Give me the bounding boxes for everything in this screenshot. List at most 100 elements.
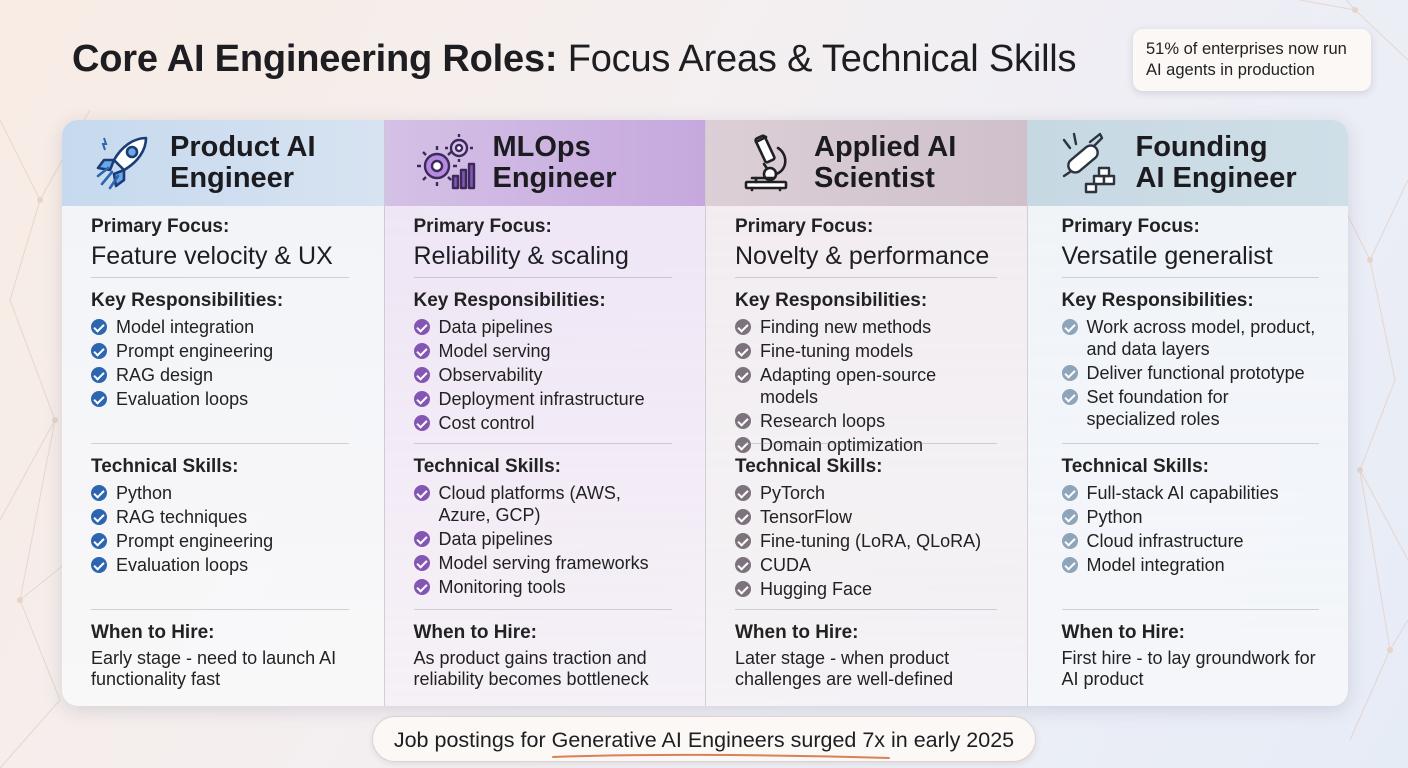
list-item-text: Python <box>1086 507 1143 527</box>
hire-value: First hire - to lay groundwork for AI pr… <box>1061 648 1316 689</box>
role-column-product-ai: Product AI Engineer Primary Focus: Featu… <box>62 120 384 706</box>
check-icon <box>735 533 751 549</box>
check-icon <box>735 343 751 359</box>
list-item: Fine-tuning models <box>735 340 997 362</box>
list-item: Model serving frameworks <box>413 552 676 574</box>
role-title-line2: Engineer <box>492 162 617 194</box>
role-title-line2: Scientist <box>814 162 935 194</box>
check-icon <box>413 579 430 595</box>
check-icon <box>735 413 751 429</box>
check-icon <box>91 557 107 573</box>
list-item: Deployment infrastructure <box>413 388 676 410</box>
role-title-line2: AI Engineer <box>1135 162 1297 194</box>
list-item: Work across model, product, and data lay… <box>1061 316 1319 360</box>
list-item-text: Deployment infrastructure <box>438 389 645 409</box>
list-item: Domain optimization <box>735 434 997 456</box>
list-item: Data pipelines <box>413 316 676 338</box>
list-item: Set foundation for specialized roles <box>1061 386 1319 430</box>
primary-focus-label: Primary Focus: <box>91 216 230 237</box>
hire-value: Later stage - when product challenges ar… <box>735 648 954 689</box>
list-item-text: Fine-tuning models <box>760 341 914 361</box>
list-item-text: Model serving <box>438 341 551 361</box>
skills-label: Technical Skills: <box>1061 456 1209 477</box>
list-item: Python <box>91 482 354 504</box>
check-icon <box>413 367 430 383</box>
list-item-text: Prompt engineering <box>116 341 274 361</box>
skills-label: Technical Skills: <box>735 456 883 477</box>
divider <box>91 609 349 610</box>
check-icon <box>735 581 751 597</box>
list-item: Model integration <box>91 316 354 338</box>
responsibilities-section: Key Responsibilities: Model integration … <box>91 290 354 412</box>
check-icon <box>735 509 751 525</box>
list-item: TensorFlow <box>735 506 997 528</box>
list-item-text: Work across model, product, and data lay… <box>1086 317 1316 359</box>
responsibilities-section: Key Responsibilities: Data pipelines Mod… <box>413 290 676 436</box>
hire-label: When to Hire: <box>91 622 215 643</box>
check-icon <box>1061 485 1078 501</box>
check-icon <box>413 319 430 335</box>
responsibilities-list: Data pipelines Model serving Observabili… <box>413 316 676 434</box>
skills-label: Technical Skills: <box>91 456 239 477</box>
list-item: Cloud infrastructure <box>1061 530 1319 552</box>
list-item-text: RAG techniques <box>116 507 248 527</box>
list-item-text: Finding new methods <box>760 317 932 337</box>
list-item-text: Adapting open-source models <box>760 365 937 407</box>
list-item-text: Cloud platforms (AWS, Azure, GCP) <box>438 483 621 525</box>
list-item: Adapting open-source models <box>735 364 997 408</box>
check-icon <box>1061 319 1078 335</box>
check-icon <box>413 531 430 547</box>
list-item-text: Set foundation for specialized roles <box>1086 387 1229 429</box>
divider <box>413 443 672 444</box>
hire-section: When to Hire: As product gains traction … <box>414 622 676 690</box>
check-icon <box>735 319 751 335</box>
list-item-text: Monitoring tools <box>438 577 566 597</box>
skills-section: Technical Skills: Cloud platforms (AWS, … <box>413 456 676 600</box>
list-item-text: Research loops <box>760 411 886 431</box>
list-item: Cost control <box>413 412 676 434</box>
list-item: Finding new methods <box>735 316 997 338</box>
list-item: Monitoring tools <box>413 576 676 598</box>
list-item: RAG design <box>91 364 354 386</box>
stat-callout: 51% of enterprises now run AI agents in … <box>1133 29 1371 91</box>
role-column-applied-ai: Applied AI Scientist Primary Focus: Nove… <box>705 120 1027 706</box>
list-item: Hugging Face <box>735 578 997 600</box>
role-title: Product AI Engineer <box>170 132 316 194</box>
list-item: Prompt engineering <box>91 530 354 552</box>
primary-focus-section: Primary Focus: Feature velocity & UX <box>91 216 354 271</box>
role-header: Product AI Engineer <box>62 120 384 206</box>
hire-label: When to Hire: <box>735 622 859 643</box>
list-item-text: Python <box>116 483 173 503</box>
list-item: Observability <box>413 364 676 386</box>
skills-section: Technical Skills: PyTorch TensorFlow Fin… <box>735 456 997 602</box>
role-header: Founding AI Engineer <box>1027 120 1348 206</box>
role-title-line1: Product AI <box>170 131 316 163</box>
list-item: CUDA <box>735 554 997 576</box>
list-item: Data pipelines <box>413 528 676 550</box>
skills-section: Technical Skills: Python RAG techniques … <box>91 456 354 578</box>
primary-focus-label: Primary Focus: <box>735 216 874 237</box>
footer-callout: Job postings for Generative AI Engineers… <box>372 716 1036 762</box>
check-icon <box>413 343 430 359</box>
hire-section: When to Hire: Later stage - when product… <box>735 622 997 690</box>
check-icon <box>91 509 107 525</box>
check-icon <box>91 485 107 501</box>
list-item-text: Cloud infrastructure <box>1086 531 1244 551</box>
primary-focus-section: Primary Focus: Novelty & performance <box>735 216 997 271</box>
list-item: Cloud platforms (AWS, Azure, GCP) <box>413 482 676 526</box>
primary-focus-label: Primary Focus: <box>1061 216 1200 237</box>
divider <box>91 277 349 278</box>
check-icon <box>1061 533 1078 549</box>
responsibilities-list: Work across model, product, and data lay… <box>1061 316 1319 430</box>
responsibilities-label: Key Responsibilities: <box>1061 290 1254 311</box>
skills-list: Cloud platforms (AWS, Azure, GCP) Data p… <box>413 482 676 598</box>
list-item-text: Domain optimization <box>760 435 924 455</box>
primary-focus-value: Feature velocity & UX <box>91 242 333 270</box>
list-item-text: PyTorch <box>760 483 826 503</box>
primary-focus-value: Versatile generalist <box>1061 242 1273 270</box>
primary-focus-section: Primary Focus: Reliability & scaling <box>414 216 676 271</box>
list-item: Python <box>1061 506 1319 528</box>
role-title: Applied AI Scientist <box>814 132 956 194</box>
list-item: Fine-tuning (LoRA, QLoRA) <box>735 530 997 552</box>
responsibilities-label: Key Responsibilities: <box>735 290 928 311</box>
